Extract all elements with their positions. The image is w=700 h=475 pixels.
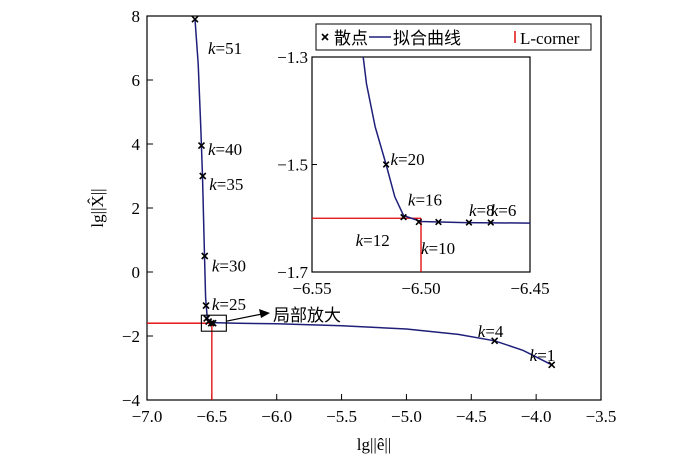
k-annotation: k=30	[212, 257, 246, 276]
inset-k-annotation: k=16	[408, 190, 442, 209]
y-tick-label: 6	[132, 71, 141, 90]
zoom-box	[200, 314, 227, 332]
legend-label-curve: 拟合曲线	[393, 29, 461, 48]
scatter-point	[207, 319, 215, 327]
legend-box	[315, 23, 592, 51]
inset-k-annotation: k=20	[390, 150, 424, 169]
inset-y-tick-label: −1.7	[277, 263, 308, 282]
scatter-point	[209, 319, 217, 327]
callout-arrow-line	[226, 313, 263, 322]
scatter-point	[491, 337, 499, 345]
y-tick-label: −4	[122, 391, 141, 410]
k-annotation: k=25	[212, 295, 246, 314]
inset-x-tick-label: −6.50	[401, 279, 440, 298]
k-annotation: k=1	[530, 346, 556, 365]
x-tick-label: −5.0	[391, 407, 422, 426]
scatter-point	[199, 172, 207, 180]
inset-plot: −6.55 −6.50 −6.45−1.7−1.5−1.3k=20k=16k=8k=…	[277, 48, 550, 298]
legend-scatter-icon	[321, 33, 329, 41]
inset-scatter-point	[487, 219, 495, 226]
scatter-point	[201, 252, 209, 260]
inset-y-tick-label: −1.3	[277, 48, 308, 67]
zoom-callout-text: 局部放大	[273, 306, 341, 325]
inset-scatter-point	[465, 219, 473, 226]
x-tick-label: −4.0	[521, 407, 552, 426]
x-tick-label: −4.5	[456, 407, 487, 426]
inset-k-annotation: k=10	[421, 239, 455, 258]
inset-scatter-point	[382, 161, 390, 168]
inset-k-annotation: k=6	[491, 201, 517, 220]
y-tick-label: 2	[132, 199, 141, 218]
k-annotation: k=4	[478, 322, 504, 341]
callout-arrow-head	[259, 309, 270, 318]
scatter-point	[548, 361, 556, 369]
x-tick-label: −5.5	[326, 407, 357, 426]
x-tick-label: −6.5	[196, 407, 227, 426]
legend-label-scatter: 散点	[334, 29, 368, 48]
scatter-point	[202, 302, 210, 310]
inset-k-annotation: k=12	[356, 231, 390, 250]
k-annotation: k=40	[208, 140, 242, 159]
x-tick-label: −7.0	[132, 407, 163, 426]
scatter-point	[191, 15, 199, 23]
inset-x-tick-label: −6.45	[510, 279, 549, 298]
inset-y-tick-label: −1.5	[277, 156, 308, 175]
y-tick-label: 8	[132, 7, 141, 26]
x-tick-label: −3.5	[586, 407, 617, 426]
inset-scatter-point	[435, 218, 442, 226]
k-annotation: k=35	[209, 175, 243, 194]
inset-x-tick-label: −6.55	[292, 279, 331, 298]
inset-fitted-curve	[362, 56, 531, 224]
x-axis-label: lg||ê||	[357, 435, 391, 454]
scatter-point	[197, 142, 206, 150]
k-annotation: k=51	[208, 39, 242, 58]
fitted-curve	[194, 19, 553, 366]
y-tick-label: −2	[122, 327, 140, 346]
legend-label-corner: L-corner	[520, 29, 580, 48]
main-plot: −7.0 −6.5 −6.0 −5.5 −5.0 −4.5 −4.0 −3.5 −4 −2 0 2 4 6…	[88, 7, 617, 454]
x-tick-label: −6.0	[261, 407, 292, 426]
inset-scatter-point	[400, 213, 407, 221]
y-tick-label: 0	[132, 263, 141, 282]
y-tick-label: 4	[132, 135, 141, 154]
legend: 散点 拟合曲线 L-corner	[315, 23, 592, 51]
y-axis-label: lg||X̂||	[88, 188, 107, 227]
inset-k-annotation: k=8	[469, 201, 495, 220]
inset-scatter-point	[415, 218, 423, 226]
